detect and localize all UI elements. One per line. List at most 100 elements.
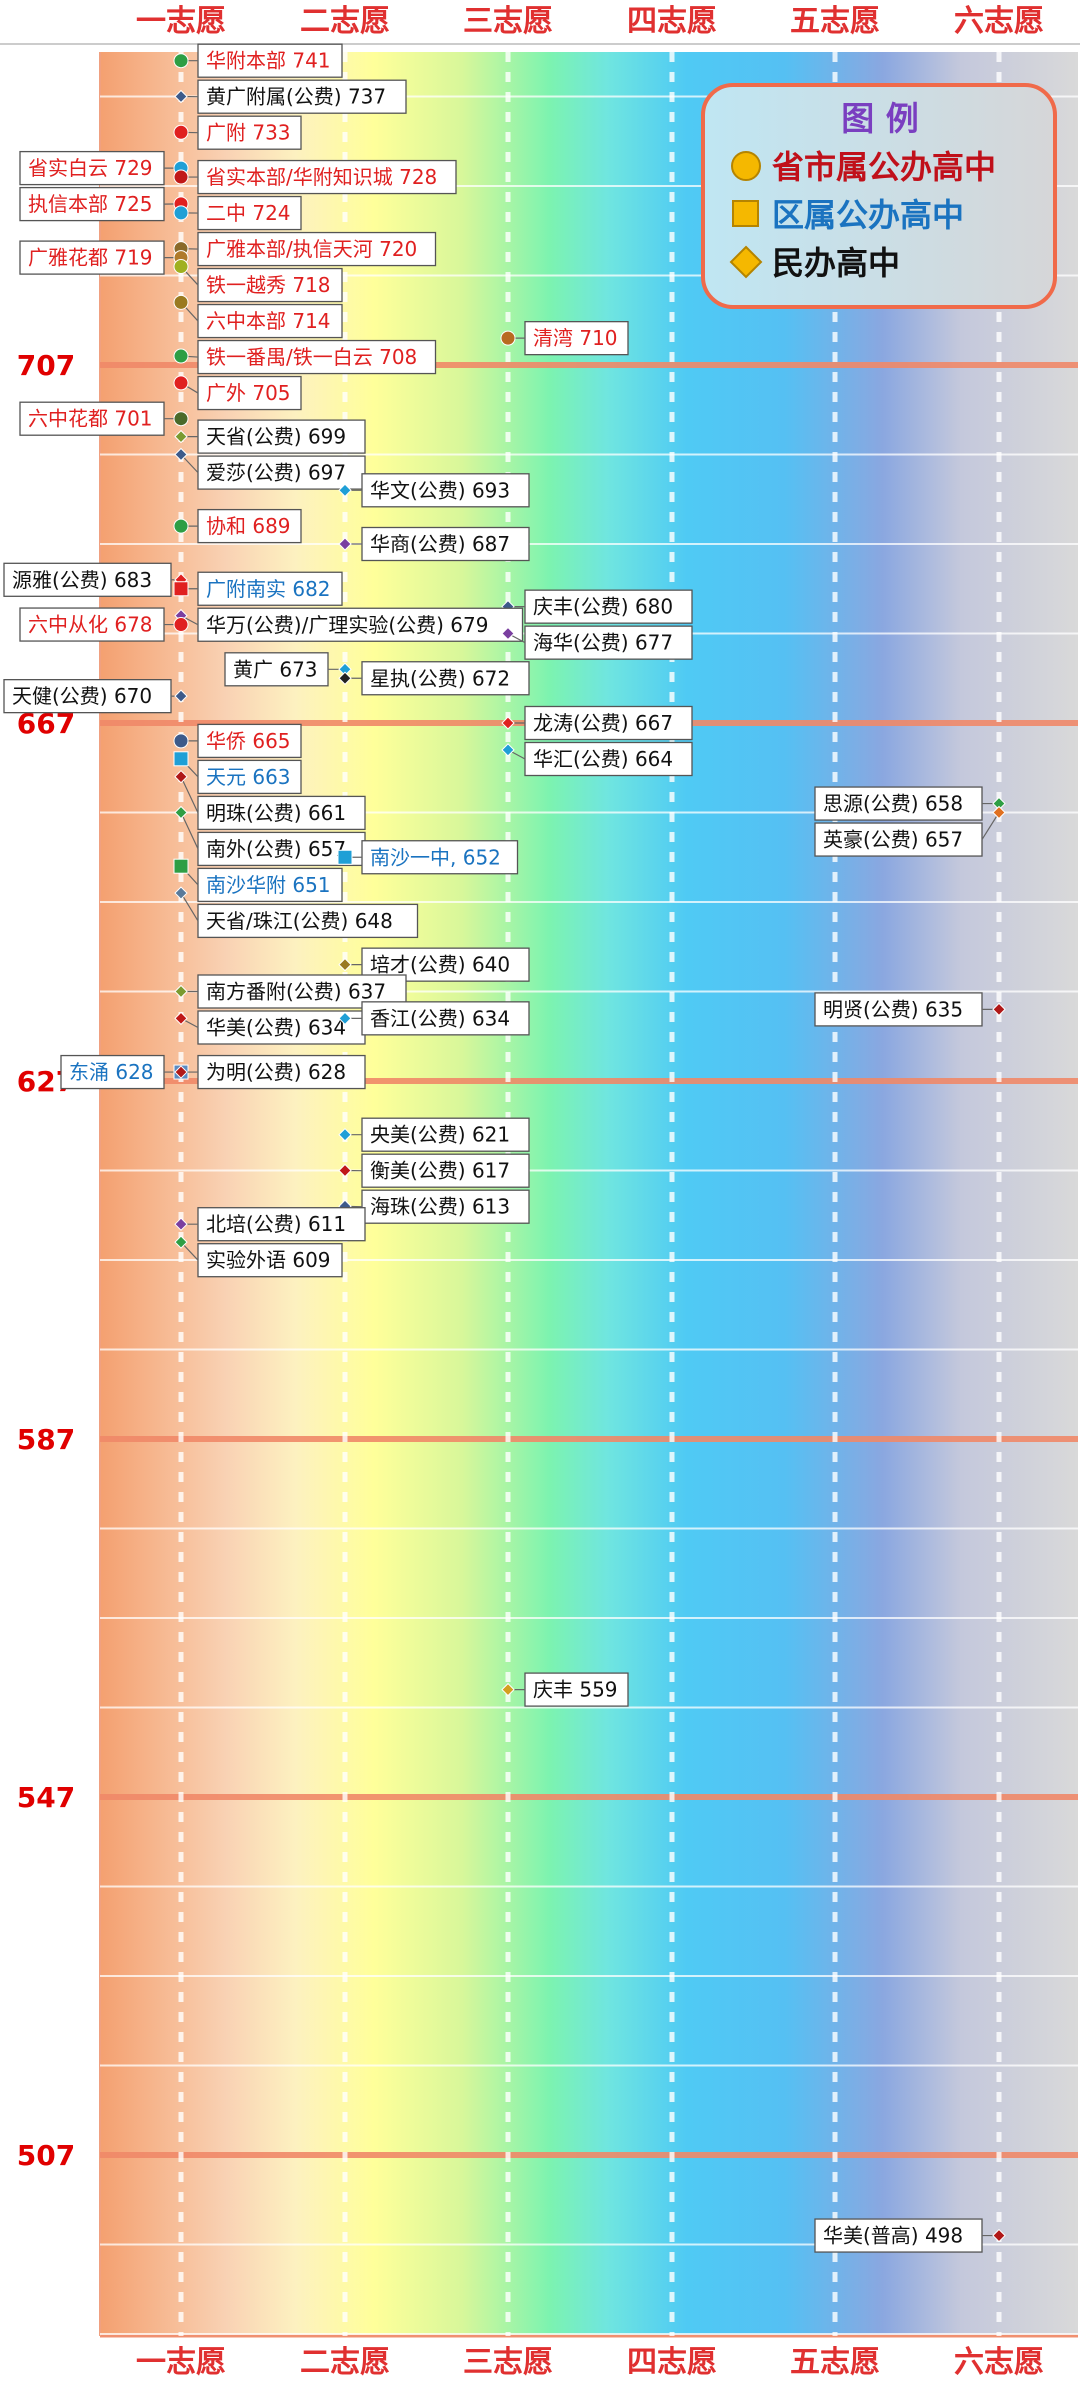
leader-line	[180, 892, 199, 922]
data-point: 黄广附属(公费) 737	[174, 79, 407, 114]
point-label: 天健(公费) 670	[12, 684, 152, 708]
plot-background	[0, 43, 1080, 2338]
column-header-bottom: 二志愿	[300, 2345, 390, 2380]
data-point: 清湾 710	[500, 320, 629, 356]
data-point: 广附 733	[173, 115, 302, 150]
data-point: 广附南实 682	[173, 571, 343, 606]
data-point: 明珠(公费) 661	[174, 769, 366, 831]
legend-title: 图 例	[841, 99, 919, 138]
point-label: 省实白云 729	[28, 156, 153, 180]
column-header-bottom: 四志愿	[627, 2345, 717, 2380]
point-label: 明珠(公费) 661	[206, 801, 346, 825]
data-point: 央美(公费) 621	[338, 1117, 530, 1152]
data-point: 海珠(公费) 613	[338, 1189, 530, 1224]
legend-item-private: 民办高中	[772, 244, 900, 282]
data-point: 南沙一中, 652	[337, 840, 519, 875]
label-box	[197, 759, 302, 795]
data-point: 华万(公费)/广理实验(公费) 679	[174, 607, 524, 642]
data-point: 华文(公费) 693	[338, 473, 530, 508]
label-box	[197, 195, 302, 231]
marker-square	[173, 751, 189, 767]
data-point: 庆丰(公费) 680	[501, 589, 693, 624]
point-label: 香江(公费) 634	[370, 1006, 510, 1030]
legend-circle-icon	[731, 151, 761, 181]
point-label: 南沙华附 651	[206, 873, 331, 897]
point-label: 六中从化 678	[28, 613, 153, 637]
marker-square	[173, 581, 189, 597]
point-label: 广附南实 682	[206, 577, 331, 601]
y-tick-label: 547	[17, 1781, 75, 1814]
column-header-bottom: 一志愿	[136, 2345, 226, 2380]
point-label: 天元 663	[206, 765, 291, 789]
data-point: 华附本部 741	[173, 43, 343, 78]
data-point: 庆丰 559	[501, 1672, 629, 1707]
marker-diamond	[174, 984, 188, 999]
label-box	[197, 79, 407, 114]
point-label: 东涌 628	[69, 1060, 154, 1084]
point-label: 黄广附属(公费) 737	[206, 85, 386, 109]
point-label: 培才(公费) 640	[370, 953, 510, 977]
label-box	[197, 455, 366, 490]
label-box	[361, 1189, 530, 1224]
data-points: 华附本部 741 黄广附属(公费) 737 广附 733 省实白云 729 省实本部/华…	[3, 43, 1006, 2253]
point-label: 英豪(公费) 657	[823, 828, 963, 852]
point-label: 广外 705	[206, 381, 291, 405]
marker-circle	[500, 330, 516, 346]
label-box	[197, 1054, 366, 1090]
marker-diamond	[174, 805, 188, 820]
data-point: 省实白云 729	[19, 150, 189, 186]
marker-circle	[173, 259, 189, 275]
column-header-top: 三志愿	[463, 4, 553, 39]
label-box	[19, 186, 165, 222]
data-point: 南方番附(公费) 637	[174, 974, 407, 1009]
point-label: 协和 689	[206, 514, 291, 538]
label-box	[361, 840, 519, 875]
data-point: 华侨 665	[173, 723, 302, 759]
point-label: 执信本部 725	[28, 192, 153, 216]
point-label: 华附本部 741	[206, 49, 331, 73]
data-point: 铁一越秀 718	[173, 259, 343, 303]
marker-circle	[173, 348, 189, 364]
data-point: 广雅本部/执信天河 720	[173, 231, 437, 267]
marker-diamond	[338, 957, 352, 972]
marker-diamond	[174, 1065, 188, 1079]
label-box	[197, 303, 343, 339]
point-label: 华美(普高) 498	[823, 2224, 963, 2248]
column-header-top: 一志愿	[136, 4, 226, 39]
data-point: 华汇(公费) 664	[501, 741, 693, 777]
point-label: 实验外语 609	[206, 1248, 331, 1272]
column-header-top: 五志愿	[790, 4, 880, 39]
data-point: 执信本部 725	[19, 186, 189, 222]
marker-circle	[173, 294, 189, 310]
point-label: 广雅花都 719	[28, 246, 153, 270]
data-point: 为明(公费) 628	[174, 1054, 366, 1090]
y-tick-label: 707	[17, 349, 75, 382]
point-label: 南外(公费) 657	[206, 837, 346, 861]
point-label: 央美(公费) 621	[370, 1123, 510, 1147]
marker-diamond	[174, 1217, 188, 1231]
data-point: 华美(普高) 498	[814, 2218, 1006, 2253]
label-box	[3, 562, 172, 597]
data-point: 华美(公费) 634	[174, 1010, 366, 1045]
data-point: 思源(公费) 658	[814, 786, 1006, 821]
column-header-bottom: 三志愿	[463, 2345, 553, 2380]
label-box	[197, 723, 302, 759]
point-label: 海珠(公费) 613	[370, 1195, 510, 1219]
data-point: 天省(公费) 699	[174, 419, 366, 454]
leader-line	[981, 812, 1000, 840]
point-label: 思源(公费) 658	[823, 792, 963, 816]
y-tick-label: 587	[17, 1423, 75, 1456]
marker-diamond	[992, 2228, 1006, 2243]
point-label: 黄广 673	[233, 657, 318, 681]
column-header-top: 六志愿	[954, 4, 1044, 39]
point-label: 海华(公费) 677	[533, 631, 673, 655]
marker-diamond	[338, 1127, 352, 1142]
data-point: 明贤(公费) 635	[814, 992, 1006, 1027]
marker-diamond	[174, 769, 188, 784]
marker-diamond	[174, 886, 188, 900]
data-point: 衡美(公费) 617	[338, 1153, 530, 1188]
legend-item-city: 省市属公办高中	[772, 148, 996, 186]
data-point: 北培(公费) 611	[174, 1207, 366, 1242]
